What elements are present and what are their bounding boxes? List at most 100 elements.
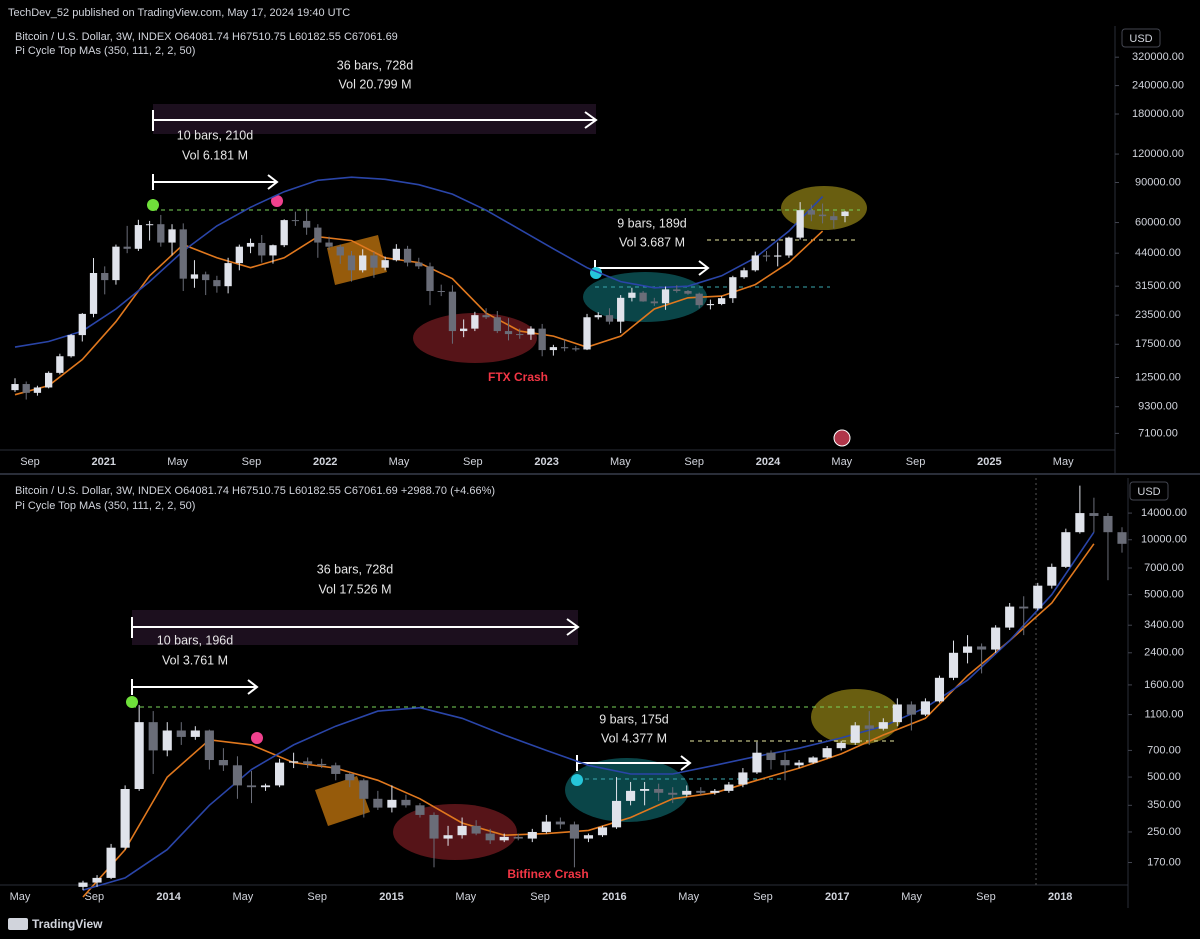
signal-dot xyxy=(126,696,138,708)
candle-body xyxy=(808,757,818,763)
candle-body xyxy=(314,227,322,243)
y-tick-label: 350.00 xyxy=(1147,799,1181,811)
y-tick-label: 10000.00 xyxy=(1141,534,1187,546)
measure-label: Vol 3.687 M xyxy=(619,235,685,249)
candle-body xyxy=(684,291,692,294)
x-tick-label: Sep xyxy=(906,456,926,468)
candle-body xyxy=(381,260,389,268)
candle-body xyxy=(504,331,513,335)
candle-body xyxy=(583,835,594,839)
indicator-label: Pi Cycle Top MAs (350, 111, 2, 2, 50) xyxy=(15,500,195,512)
candle-body xyxy=(830,216,838,221)
measure-label: 10 bars, 196d xyxy=(157,633,233,647)
y-tick-label: 90000.00 xyxy=(1135,176,1181,188)
candle-body xyxy=(729,277,737,299)
candle-body xyxy=(176,730,186,737)
candle-body xyxy=(134,722,144,790)
candle-body xyxy=(948,652,959,678)
candle-body xyxy=(123,246,131,249)
measure-arrow xyxy=(680,755,692,771)
candle-body xyxy=(67,335,75,357)
measure-label: 36 bars, 728d xyxy=(337,58,413,72)
candle-body xyxy=(387,799,397,808)
candle-body xyxy=(560,347,569,349)
candle-body xyxy=(977,646,987,650)
currency-box xyxy=(1129,481,1169,501)
candle-body xyxy=(89,273,98,314)
x-tick-label: May xyxy=(610,456,631,468)
candle-body xyxy=(148,722,158,751)
measure-arrow xyxy=(698,260,710,276)
candle-body xyxy=(359,780,369,799)
x-tick-label: 2021 xyxy=(92,456,116,468)
chart-title: Bitcoin / U.S. Dollar, 3W, INDEX O64081.… xyxy=(15,485,495,497)
candle-body xyxy=(785,237,793,256)
event-label: Bitfinex Crash xyxy=(507,867,588,881)
x-tick-label: 2025 xyxy=(977,456,1001,468)
candle-body xyxy=(426,266,434,292)
highlight-ellipse xyxy=(781,186,867,230)
candle-body xyxy=(101,273,109,281)
x-tick-label: May xyxy=(389,456,410,468)
candle-body xyxy=(807,210,815,215)
candle-body xyxy=(33,387,42,393)
y-tick-label: 7000.00 xyxy=(1144,562,1184,574)
candle-body xyxy=(460,328,468,332)
y-tick-label: 44000.00 xyxy=(1135,247,1181,259)
candle-body xyxy=(78,882,88,887)
measure-label: 9 bars, 175d xyxy=(599,712,669,726)
candle-body xyxy=(415,262,423,267)
x-tick-label: May xyxy=(1053,456,1074,468)
y-tick-label: 500.00 xyxy=(1147,771,1181,783)
candle-body xyxy=(818,214,827,217)
candle-body xyxy=(471,825,481,834)
x-tick-label: Sep xyxy=(85,891,105,903)
candle-body xyxy=(190,274,199,279)
event-label: FTX Crash xyxy=(488,370,548,384)
x-tick-label: May xyxy=(901,891,922,903)
candle-body xyxy=(673,289,681,292)
candle-body xyxy=(841,211,849,217)
candle-body xyxy=(555,821,565,825)
x-tick-label: May xyxy=(678,891,699,903)
candle-body xyxy=(232,765,243,786)
candle-body xyxy=(179,229,187,279)
candle-body xyxy=(605,315,614,322)
candle-body xyxy=(56,356,64,373)
candle-body xyxy=(448,291,457,332)
y-tick-label: 12500.00 xyxy=(1135,371,1181,383)
candle-body xyxy=(920,701,930,715)
measure-label: 36 bars, 728d xyxy=(317,562,393,576)
candle-body xyxy=(224,263,232,287)
candle-body xyxy=(682,790,692,795)
signal-dot xyxy=(251,732,263,744)
candle-body xyxy=(892,704,902,723)
candle-body xyxy=(864,725,874,729)
highlight-ellipse xyxy=(565,758,689,822)
currency-label: USD xyxy=(1129,33,1152,45)
candle-body xyxy=(145,224,154,226)
y-tick-label: 1100.00 xyxy=(1145,709,1184,721)
candle-body xyxy=(45,372,53,388)
candle-body xyxy=(516,334,524,336)
candle-body xyxy=(1019,606,1029,609)
candle-body xyxy=(527,831,537,839)
moving-average xyxy=(14,176,824,348)
x-tick-label: 2016 xyxy=(602,891,626,903)
candle-body xyxy=(120,789,130,848)
currency-box xyxy=(1121,28,1161,48)
x-tick-label: May xyxy=(10,891,31,903)
x-tick-label: May xyxy=(167,456,188,468)
y-tick-label: 120000.00 xyxy=(1132,148,1184,160)
candle-body xyxy=(710,790,720,793)
candle-body xyxy=(429,814,439,839)
candle-body xyxy=(639,292,647,302)
candle-body xyxy=(190,730,200,737)
candle-body xyxy=(303,761,313,764)
y-tick-label: 14000.00 xyxy=(1141,507,1187,519)
candle-body xyxy=(1103,515,1113,533)
candle-body xyxy=(594,315,602,318)
candle-body xyxy=(11,384,19,391)
candle-body xyxy=(751,255,759,271)
